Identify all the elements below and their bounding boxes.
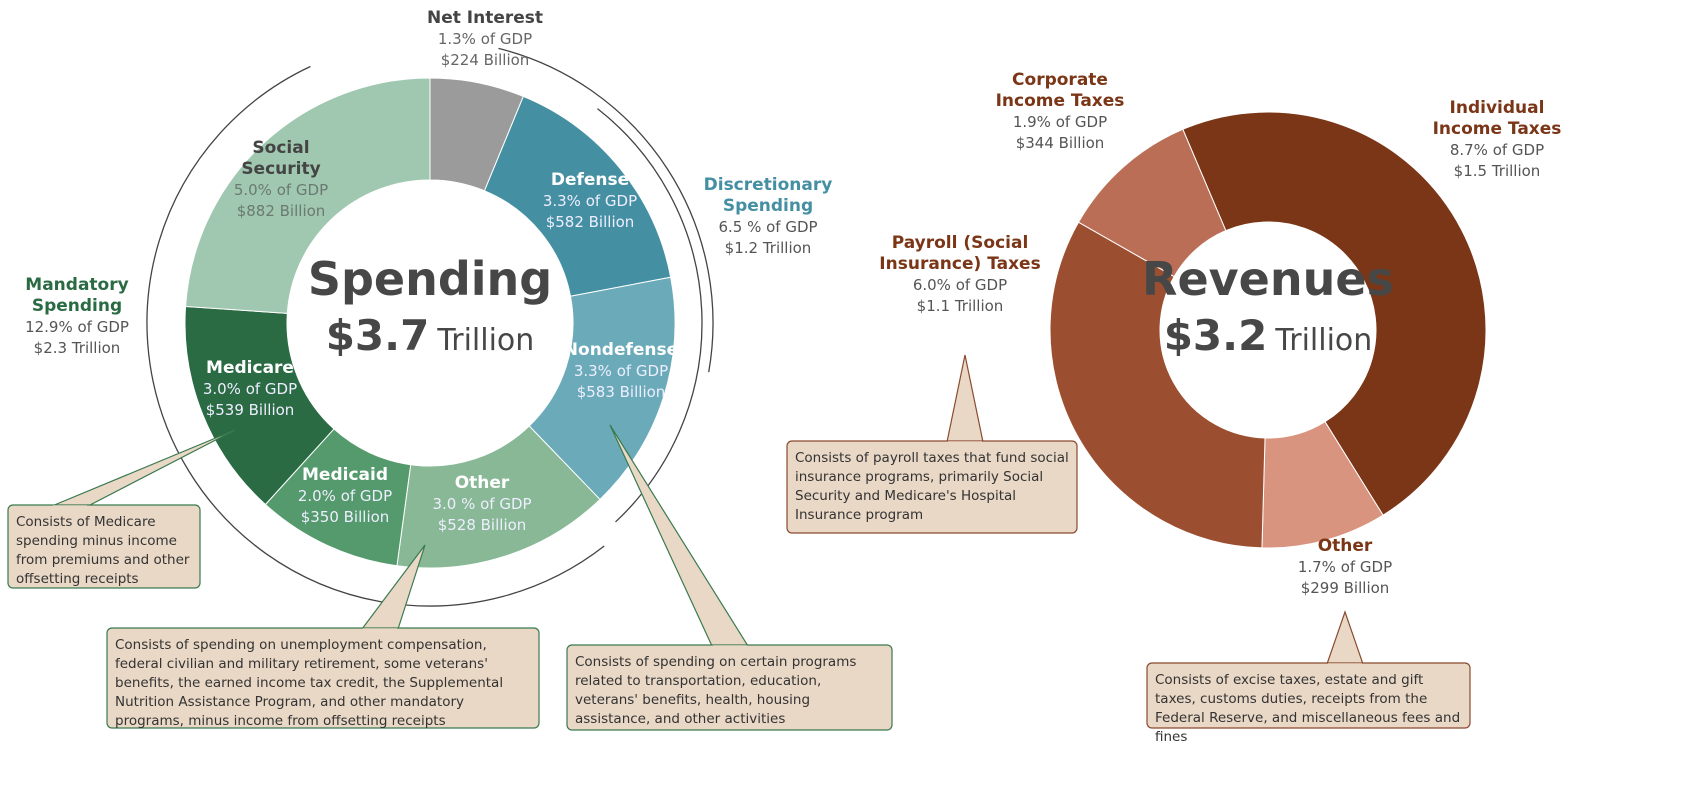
label-name: Medicaid: [302, 465, 388, 485]
segment-label: Individual Income Taxes 8.7% of GDP $1.5 T…: [1422, 98, 1572, 182]
label-name: Discretionary Spending: [703, 175, 833, 216]
value-label: 3.3% of GDP: [573, 362, 669, 380]
callout-box: [106, 627, 540, 729]
amount-label: $350 Billion: [300, 508, 390, 526]
label-name: Defense: [550, 170, 630, 190]
segment-label: Defense 3.3% of GDP $582 Billion: [510, 170, 670, 233]
value-label: 3.0% of GDP: [202, 380, 298, 398]
center-title: Spending: [308, 252, 552, 306]
center-title: Revenues: [1142, 252, 1394, 306]
amount-label: $583 Billion: [576, 383, 666, 401]
donut-segment: [1182, 111, 1487, 516]
callout-text: Consists of excise taxes, estate and gif…: [1155, 672, 1461, 745]
callout-pointer: [609, 424, 750, 647]
callout-box: [1146, 662, 1471, 729]
amount-label: $2.3 Trillion: [33, 339, 121, 357]
value-label: 12.9% of GDP: [25, 318, 129, 336]
amount-label: $224 Billion: [440, 51, 530, 69]
segment-label: Medicare 3.0% of GDP $539 Billion: [170, 358, 330, 421]
label-name: Payroll (Social Insurance) Taxes: [879, 233, 1041, 274]
callout-pointer: [51, 429, 236, 507]
bracket-arc: [146, 65, 605, 607]
value-label: 1.3% of GDP: [437, 30, 533, 48]
segment-label: Other 3.0 % of GDP $528 Billion: [402, 473, 562, 536]
total-unit: Trillion: [436, 323, 534, 358]
segment-label: Social Security 5.0% of GDP $882 Billion: [216, 138, 346, 222]
donut-segment: [1077, 128, 1227, 278]
callout-box: [566, 644, 893, 731]
label-name: Mandatory Spending: [25, 275, 129, 316]
segment-label: Other 1.7% of GDP $299 Billion: [1245, 536, 1445, 599]
value-label: 5.0% of GDP: [233, 181, 329, 199]
callout-box: [7, 504, 201, 589]
value-label: 6.5 % of GDP: [718, 218, 818, 236]
segment-label: Payroll (Social Insurance) Taxes 6.0% of …: [865, 233, 1055, 317]
group-label: Mandatory Spending 12.9% of GDP $2.3 Trill…: [0, 275, 157, 359]
amount-label: $1.2 Trillion: [724, 239, 812, 257]
amount-label: $1.5 Trillion: [1453, 162, 1541, 180]
value-label: 3.0 % of GDP: [432, 495, 532, 513]
callout-pointer: [1326, 610, 1364, 665]
amount-label: $582 Billion: [545, 213, 635, 231]
group-label: Discretionary Spending 6.5 % of GDP $1.2 T…: [683, 175, 853, 259]
donut-segment: [1049, 221, 1266, 549]
segment-label: Nondefense 3.3% of GDP $583 Billion: [541, 340, 701, 403]
center-total: $3.2 Trillion: [1164, 311, 1373, 360]
value-label: 6.0% of GDP: [912, 276, 1008, 294]
amount-label: $299 Billion: [1300, 579, 1390, 597]
donut-segment: [185, 77, 431, 314]
callout-text: Consists of payroll taxes that fund soci…: [795, 450, 1069, 523]
amount-label: $528 Billion: [437, 516, 527, 534]
bracket-arc: [597, 108, 703, 523]
bracket-arc: [498, 47, 714, 373]
amount-label: $539 Billion: [205, 401, 295, 419]
segment-label: Corporate Income Taxes 1.9% of GDP $344 Bi…: [985, 70, 1135, 154]
value-label: 1.7% of GDP: [1297, 558, 1393, 576]
value-label: 2.0% of GDP: [297, 487, 393, 505]
callout-pointer: [946, 354, 984, 443]
callout-box: [786, 440, 1078, 534]
label-name: Other: [454, 473, 510, 493]
amount-label: $344 Billion: [1015, 134, 1105, 152]
amount-label: $1.1 Trillion: [916, 297, 1004, 315]
label-name: Net Interest: [426, 8, 544, 28]
callout-text: Consists of Medicare spending minus inco…: [16, 514, 190, 587]
center-total: $3.7 Trillion: [326, 311, 535, 360]
label-name: Medicare: [206, 358, 294, 378]
total-unit: Trillion: [1274, 323, 1372, 358]
value-label: 8.7% of GDP: [1449, 141, 1545, 159]
label-name: Individual Income Taxes: [1432, 98, 1562, 139]
label-name: Corporate Income Taxes: [995, 70, 1125, 111]
callout-text: Consists of spending on unemployment com…: [115, 637, 504, 729]
total-value: $3.7: [326, 311, 430, 360]
label-name: Social Security: [241, 138, 321, 179]
value-label: 3.3% of GDP: [542, 192, 638, 210]
label-name: Other: [1317, 536, 1373, 556]
segment-label: Net Interest 1.3% of GDP $224 Billion: [385, 8, 585, 71]
value-label: 1.9% of GDP: [1012, 113, 1108, 131]
callout-text: Consists of spending on certain programs…: [575, 654, 857, 727]
segment-label: Medicaid 2.0% of GDP $350 Billion: [265, 465, 425, 528]
label-name: Nondefense: [563, 340, 679, 360]
amount-label: $882 Billion: [236, 202, 326, 220]
total-value: $3.2: [1164, 311, 1268, 360]
